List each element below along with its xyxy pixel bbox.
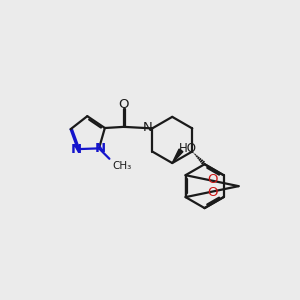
Text: CH₃: CH₃: [112, 160, 131, 171]
Text: N: N: [143, 121, 153, 134]
Text: O: O: [207, 186, 217, 199]
Text: N: N: [71, 142, 82, 156]
Text: O: O: [118, 98, 129, 111]
Text: HO: HO: [178, 142, 196, 154]
Polygon shape: [172, 149, 183, 163]
Text: N: N: [94, 142, 106, 155]
Text: O: O: [207, 173, 217, 186]
